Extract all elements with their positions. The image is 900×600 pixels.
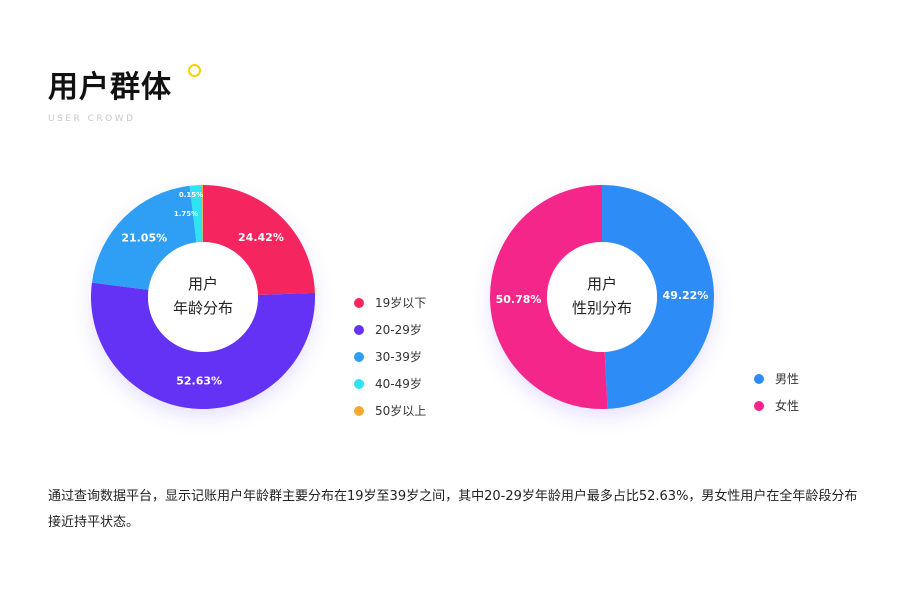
- decorative-circle-icon: [188, 64, 201, 77]
- gender-donut-hole: [547, 242, 657, 352]
- age-slice-label-2: 21.05%: [121, 232, 167, 245]
- age-slice-label-3: 1.75%: [174, 210, 198, 218]
- legend-swatch: [354, 351, 364, 362]
- gender-center-label-0: 用户: [587, 275, 617, 293]
- legend-label: 40-49岁: [375, 377, 422, 391]
- legend-swatch: [354, 324, 364, 335]
- age-legend-item: 40-49岁: [354, 370, 426, 397]
- page-header: 用户群体 USER CROWD: [48, 62, 201, 124]
- legend-label: 20-29岁: [375, 323, 422, 337]
- age-legend-item: 50岁以上: [354, 397, 426, 424]
- age-slice-4: [201, 185, 203, 243]
- legend-swatch: [754, 373, 764, 384]
- legend-swatch: [754, 400, 764, 411]
- gender-slice-0: [602, 185, 715, 409]
- legend-swatch: [354, 297, 364, 308]
- age-slice-label-0: 24.42%: [238, 231, 284, 244]
- age-center-label-0: 用户: [188, 275, 218, 293]
- age-legend: 19岁以下 20-29岁 30-39岁 40-49岁 50岁以上: [354, 289, 426, 424]
- age-slice-label-1: 52.63%: [176, 374, 222, 387]
- page-subtitle: USER CROWD: [48, 114, 136, 124]
- gender-slice-1: [490, 185, 608, 409]
- age-slice-0: [203, 185, 315, 295]
- gender-slice-label-1: 50.78%: [496, 293, 542, 306]
- summary-text: 通过查询数据平台，显示记账用户年龄群主要分布在19岁至39岁之间，其中20-29…: [48, 489, 858, 530]
- age-legend-item: 30-39岁: [354, 343, 426, 370]
- age-slice-1: [90, 282, 316, 410]
- gender-center-label-1: 性别分布: [572, 299, 632, 317]
- age-donut-hole: [148, 242, 258, 352]
- legend-swatch: [354, 378, 364, 389]
- legend-label: 30-39岁: [375, 350, 422, 364]
- legend-label: 19岁以下: [375, 296, 427, 310]
- legend-label: 女性: [775, 399, 800, 413]
- legend-label: 男性: [775, 372, 800, 386]
- legend-label: 50岁以上: [375, 404, 427, 418]
- gender-slice-label-0: 49.22%: [663, 289, 709, 302]
- page-title: 用户群体: [48, 70, 172, 105]
- gender-legend: 男性 女性: [754, 365, 799, 419]
- age-legend-item: 19岁以下: [354, 289, 426, 316]
- age-center-label-1: 年龄分布: [173, 299, 233, 317]
- age-slice-label-4: 0.15%: [179, 191, 203, 199]
- age-legend-item: 20-29岁: [354, 316, 426, 343]
- legend-swatch: [354, 405, 364, 416]
- age-slice-2: [91, 185, 197, 290]
- age-slice-3: [189, 185, 203, 243]
- gender-legend-item: 男性: [754, 365, 799, 392]
- gender-legend-item: 女性: [754, 392, 799, 419]
